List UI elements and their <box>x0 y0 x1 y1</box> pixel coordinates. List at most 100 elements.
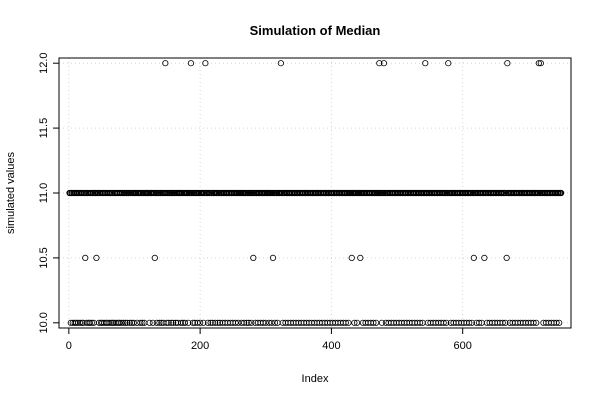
data-point <box>353 319 361 326</box>
data-point <box>162 60 169 67</box>
data-point <box>357 254 364 261</box>
data-point <box>558 189 565 197</box>
data-point <box>269 254 277 261</box>
y-tick-label: 10.0 <box>38 312 50 333</box>
data-point <box>76 319 84 326</box>
data-point <box>470 254 477 261</box>
data-point <box>443 319 450 326</box>
data-point <box>185 319 192 326</box>
data-point <box>93 254 100 261</box>
x-tick-label: 400 <box>322 340 340 352</box>
data-point <box>504 60 511 67</box>
data-point <box>553 319 560 326</box>
data-point <box>243 319 250 326</box>
data-point <box>116 319 123 326</box>
points-layer <box>66 60 565 326</box>
x-tick-label: 600 <box>454 340 472 352</box>
data-point <box>372 319 380 326</box>
data-point <box>342 319 349 326</box>
data-point <box>189 319 197 326</box>
y-tick-label: 11.0 <box>38 183 50 204</box>
y-axis: 10.0 10.5 11.0 11.5 12.0 <box>38 52 59 334</box>
data-point <box>82 254 89 261</box>
x-axis: 0 200 400 600 <box>66 328 472 352</box>
data-point <box>197 319 204 326</box>
chart-title: Simulation of Median <box>250 23 381 38</box>
data-point <box>165 319 172 326</box>
data-point <box>106 319 113 326</box>
data-point <box>126 319 133 326</box>
data-point <box>235 319 242 326</box>
data-point <box>151 254 158 261</box>
data-point <box>351 319 358 326</box>
data-point <box>124 319 131 326</box>
data-point <box>187 60 195 67</box>
data-point <box>88 319 95 326</box>
data-point <box>181 319 189 326</box>
data-point <box>153 319 160 326</box>
data-point <box>118 319 125 326</box>
data-point <box>260 319 267 326</box>
data-point <box>72 319 80 326</box>
data-point <box>241 319 248 326</box>
data-point <box>214 319 221 326</box>
data-point <box>380 60 388 67</box>
y-tick-label: 12.0 <box>38 52 50 73</box>
data-point <box>232 319 239 326</box>
data-point <box>194 319 201 326</box>
data-point <box>202 60 209 67</box>
data-point <box>556 319 563 326</box>
data-point <box>86 319 93 326</box>
data-point <box>265 319 273 326</box>
data-point <box>466 319 473 326</box>
data-point <box>156 319 163 326</box>
data-point <box>130 319 137 326</box>
data-point <box>120 319 127 326</box>
data-point <box>177 319 185 326</box>
data-point <box>204 319 212 326</box>
data-point <box>271 319 279 326</box>
data-point <box>277 60 284 67</box>
data-point <box>345 319 352 326</box>
data-point <box>168 319 175 326</box>
data-point <box>535 60 542 67</box>
data-point <box>170 319 177 326</box>
data-point <box>475 319 483 326</box>
data-point <box>445 60 452 67</box>
data-point <box>146 319 153 326</box>
data-point <box>530 319 537 326</box>
data-point <box>212 319 219 326</box>
y-axis-label: simulated values <box>5 152 17 234</box>
data-point <box>207 319 214 326</box>
data-point <box>200 319 207 326</box>
data-point <box>262 319 269 326</box>
data-point <box>248 319 255 326</box>
data-point <box>348 254 355 261</box>
data-point <box>537 60 544 67</box>
data-point <box>416 319 424 326</box>
data-point <box>422 60 429 67</box>
data-point <box>468 319 475 326</box>
x-tick-label: 0 <box>66 340 72 352</box>
data-point <box>370 319 377 326</box>
data-point <box>503 254 510 261</box>
data-point <box>502 319 509 326</box>
data-point <box>137 319 144 326</box>
data-point <box>149 319 156 326</box>
data-point <box>378 319 386 326</box>
data-point <box>163 319 170 326</box>
x-axis-label: Index <box>302 373 329 385</box>
data-point <box>268 319 275 326</box>
data-point <box>533 319 540 326</box>
data-point <box>481 254 488 261</box>
data-point <box>376 60 383 67</box>
x-tick-label: 200 <box>191 340 209 352</box>
y-tick-label: 11.5 <box>38 118 50 139</box>
y-tick-label: 10.5 <box>38 247 50 268</box>
data-point <box>139 319 146 326</box>
data-point <box>440 319 447 326</box>
data-point <box>250 254 257 261</box>
data-point <box>122 319 129 326</box>
data-point <box>245 319 252 326</box>
